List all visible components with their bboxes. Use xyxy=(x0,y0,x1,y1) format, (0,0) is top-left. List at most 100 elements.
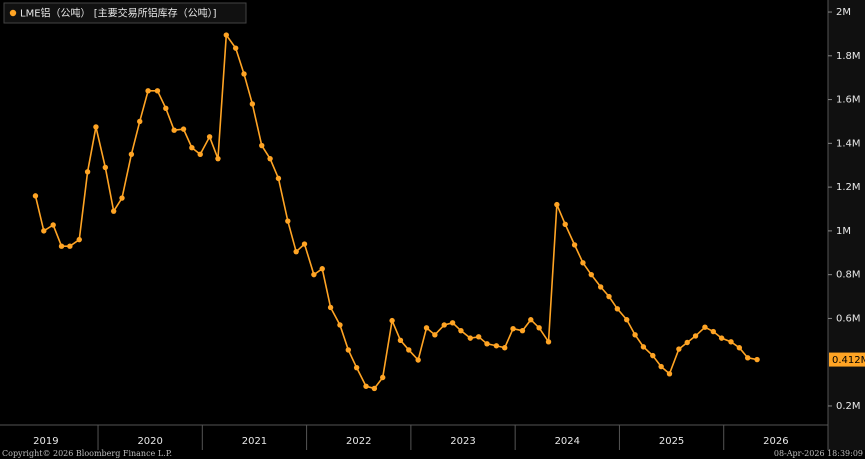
data-point xyxy=(363,383,369,389)
data-point xyxy=(745,355,751,361)
data-point xyxy=(702,324,708,330)
data-point xyxy=(397,337,404,344)
data-point xyxy=(510,326,516,332)
x-tick-label: 2026 xyxy=(763,436,788,447)
data-point xyxy=(519,327,526,334)
data-point xyxy=(441,322,447,328)
data-point xyxy=(676,346,682,352)
data-point xyxy=(692,333,699,339)
data-point xyxy=(597,284,604,290)
data-point xyxy=(562,221,568,228)
data-point xyxy=(493,343,500,349)
x-tick-label: 2019 xyxy=(33,436,58,447)
last-value-box xyxy=(829,352,865,367)
y-tick-label: 1M xyxy=(836,226,851,237)
y-axis-panel xyxy=(828,0,865,450)
data-point xyxy=(189,145,195,151)
legend-dot xyxy=(9,9,17,17)
data-point xyxy=(128,151,135,157)
data-point xyxy=(588,271,594,278)
x-tick-label: 2020 xyxy=(137,436,162,447)
data-point xyxy=(41,228,47,234)
data-point xyxy=(197,151,203,157)
data-point xyxy=(475,334,482,340)
data-point xyxy=(736,345,743,351)
data-point xyxy=(180,126,187,132)
data-point xyxy=(293,248,299,255)
data-point xyxy=(658,363,664,370)
data-point xyxy=(624,317,630,323)
data-point xyxy=(163,105,169,112)
data-point xyxy=(275,175,282,182)
data-point xyxy=(145,88,151,94)
data-point xyxy=(67,243,73,249)
data-point xyxy=(215,155,221,162)
data-point xyxy=(171,127,177,133)
y-tick-label: 1.2M xyxy=(836,182,861,193)
data-point xyxy=(327,304,334,311)
data-point xyxy=(710,328,716,335)
footer-timestamp: 08-Apr-2026 18:39:09 xyxy=(774,449,863,458)
data-point xyxy=(119,195,125,201)
y-tick-label: 1.6M xyxy=(836,95,861,106)
y-tick-label: 0.2M xyxy=(836,401,861,412)
x-tick-label: 2022 xyxy=(346,436,371,447)
data-point xyxy=(50,222,56,228)
data-point xyxy=(110,208,117,214)
data-point xyxy=(632,332,638,338)
data-point xyxy=(345,347,352,353)
data-point xyxy=(337,322,343,328)
legend-label: LME铝（公吨） [主要交易所铝库存（公吨）] xyxy=(20,7,217,20)
data-point xyxy=(554,201,560,208)
data-point xyxy=(614,306,621,312)
data-point xyxy=(319,266,325,272)
last-value-label: 0.412M xyxy=(832,355,865,366)
data-point xyxy=(301,241,308,247)
data-point xyxy=(536,325,542,331)
y-tick-label: 2M xyxy=(836,7,851,18)
x-tick-label: 2025 xyxy=(659,436,684,447)
y-tick-label: 0.8M xyxy=(836,270,861,281)
data-point xyxy=(223,32,229,38)
y-tick-label: 0.6M xyxy=(836,313,861,324)
data-point xyxy=(484,341,490,347)
data-point xyxy=(571,242,578,248)
legend-box xyxy=(3,2,247,24)
data-point xyxy=(285,218,291,224)
data-point xyxy=(502,345,508,351)
data-point xyxy=(58,243,65,249)
data-point xyxy=(232,45,239,51)
data-point xyxy=(640,344,647,350)
data-point xyxy=(423,325,430,331)
x-tick-label: 2021 xyxy=(242,436,267,447)
data-point xyxy=(650,352,656,359)
data-point xyxy=(528,317,534,323)
data-point xyxy=(406,347,412,353)
data-point xyxy=(380,374,386,381)
data-point xyxy=(353,364,360,371)
data-point xyxy=(545,339,552,345)
data-point xyxy=(389,317,395,324)
data-point xyxy=(684,339,690,346)
data-point xyxy=(206,134,213,140)
data-point xyxy=(415,357,421,363)
y-tick-label: 1.8M xyxy=(836,51,861,62)
data-point xyxy=(311,271,317,278)
data-point xyxy=(458,327,464,334)
x-tick-label: 2024 xyxy=(555,436,580,447)
data-point xyxy=(666,371,673,377)
data-point xyxy=(432,332,438,338)
data-point xyxy=(754,356,760,363)
data-point xyxy=(259,142,265,149)
data-point xyxy=(718,335,725,341)
data-point xyxy=(467,335,474,341)
data-point xyxy=(580,260,586,266)
footer-copyright: Copyright© 2026 Bloomberg Finance L.P. xyxy=(2,449,172,458)
data-point xyxy=(102,164,109,171)
data-point xyxy=(76,236,82,243)
data-point xyxy=(267,155,273,162)
data-point xyxy=(84,169,91,175)
